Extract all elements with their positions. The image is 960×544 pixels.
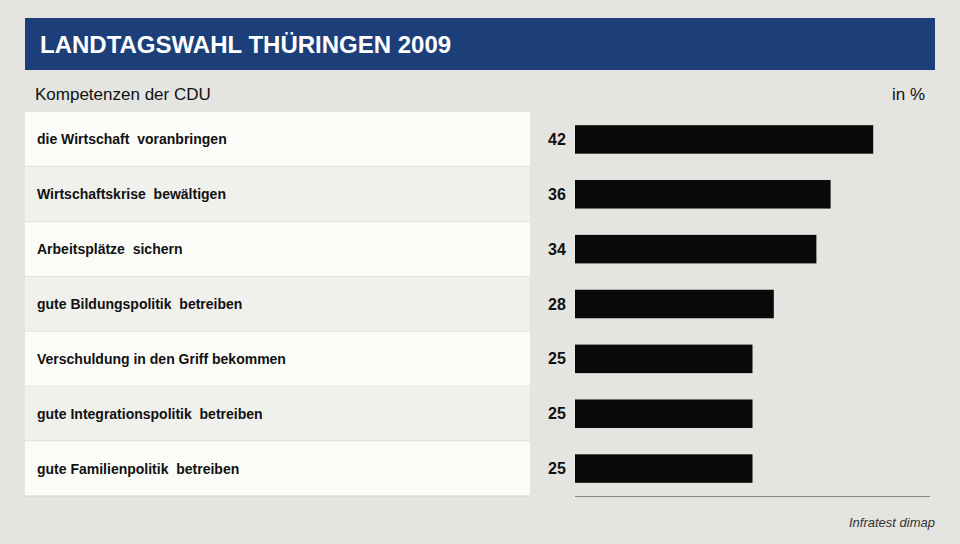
bar bbox=[575, 290, 774, 319]
background bbox=[0, 0, 960, 544]
bar bbox=[575, 345, 753, 374]
bar bbox=[575, 125, 873, 154]
row-background bbox=[25, 112, 530, 167]
bar bbox=[575, 454, 753, 483]
subtitle: Kompetenzen der CDU bbox=[35, 85, 211, 104]
category-label: Verschuldung in den Griff bekommen bbox=[37, 351, 286, 367]
bar bbox=[575, 180, 831, 209]
category-label: gute Integrationspolitik betreiben bbox=[37, 406, 263, 422]
category-label: gute Familienpolitik betreiben bbox=[37, 461, 239, 477]
title: LANDTAGSWAHL THÜRINGEN 2009 bbox=[40, 31, 451, 58]
labels: die Wirtschaft voranbringen 42 Wirtschafts… bbox=[37, 131, 566, 477]
source: Infratest dimap bbox=[849, 515, 935, 530]
x-axis bbox=[575, 496, 930, 497]
bar bbox=[575, 399, 753, 428]
category-label: gute Bildungspolitik betreiben bbox=[37, 296, 242, 312]
row-background bbox=[25, 441, 530, 496]
row-background bbox=[25, 277, 530, 332]
bar bbox=[575, 235, 816, 264]
category-label: Arbeitsplätze sichern bbox=[37, 241, 183, 257]
row-background bbox=[25, 167, 530, 222]
data-label: 42 bbox=[548, 131, 566, 148]
data-label: 28 bbox=[548, 296, 566, 313]
row-background bbox=[25, 386, 530, 441]
row-background bbox=[25, 331, 530, 386]
row-background bbox=[25, 222, 530, 277]
title-banner bbox=[25, 18, 935, 70]
data-label: 25 bbox=[548, 460, 566, 477]
chart: LANDTAGSWAHL THÜRINGEN 2009 Kompetenzen d… bbox=[0, 0, 960, 544]
x-axis-label: in % bbox=[892, 85, 925, 104]
category-label: die Wirtschaft voranbringen bbox=[37, 131, 227, 147]
row-separator bbox=[25, 496, 530, 497]
data-label: 25 bbox=[548, 350, 566, 367]
rows bbox=[25, 112, 530, 496]
data-label: 34 bbox=[548, 241, 566, 258]
bars bbox=[575, 125, 873, 483]
data-label: 25 bbox=[548, 405, 566, 422]
data-label: 36 bbox=[548, 186, 566, 203]
category-label: Wirtschaftskrise bewältigen bbox=[37, 186, 226, 202]
